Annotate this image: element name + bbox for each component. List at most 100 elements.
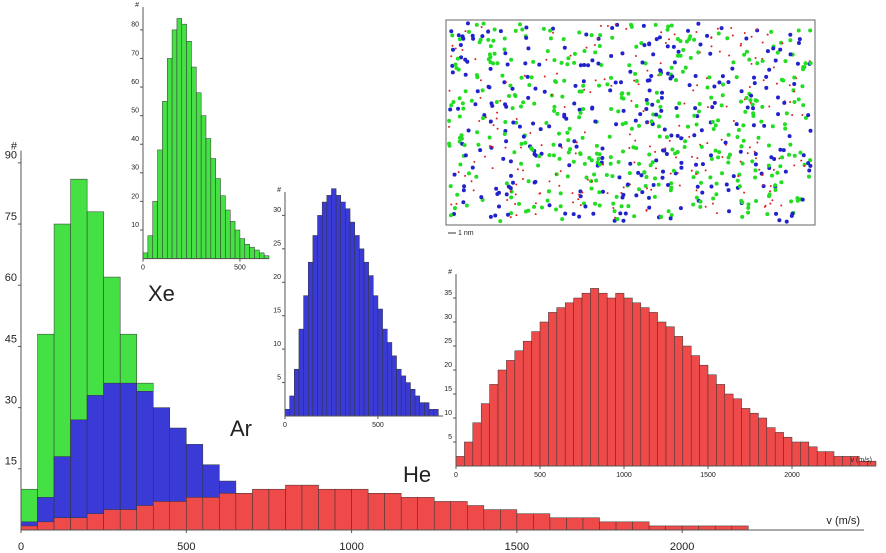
particle (691, 175, 696, 180)
particle (801, 153, 806, 158)
particle (748, 146, 751, 149)
particle (803, 61, 808, 66)
particle (448, 213, 453, 218)
y-tick-label: 10 (131, 222, 139, 229)
particle (578, 152, 583, 157)
particle (694, 162, 699, 167)
particle (661, 169, 666, 174)
particle (509, 173, 514, 178)
particle (450, 55, 453, 58)
particle (571, 192, 574, 195)
bar (783, 436, 793, 467)
particle (647, 42, 652, 47)
y-tick-label: 25 (444, 338, 452, 345)
particle (520, 27, 525, 32)
bar (312, 235, 318, 417)
particle (648, 163, 653, 168)
particle (737, 184, 742, 189)
particle (758, 168, 761, 171)
species-label: Ar (230, 416, 252, 441)
particle (656, 99, 661, 104)
particle (660, 175, 665, 180)
particle (766, 33, 769, 36)
particle (519, 161, 524, 166)
bar (254, 249, 260, 259)
particle (649, 73, 654, 78)
particle (600, 189, 605, 194)
particle (797, 37, 802, 42)
particle (475, 130, 480, 135)
particle (718, 50, 721, 53)
particle (761, 41, 764, 44)
particle (659, 214, 664, 219)
particle (647, 205, 652, 210)
bar (225, 209, 231, 259)
particle (582, 201, 587, 206)
x-tick-label: 500 (534, 472, 546, 479)
particle (709, 184, 714, 189)
bar (351, 488, 369, 531)
particle (486, 37, 491, 42)
bar (307, 261, 314, 417)
particle (514, 193, 517, 196)
bar (176, 18, 183, 259)
particle (764, 74, 769, 79)
particle (740, 42, 743, 45)
particle (666, 182, 671, 187)
particle (679, 136, 684, 141)
particle (554, 207, 559, 212)
particle (532, 180, 537, 185)
particle (769, 29, 774, 34)
particle (540, 144, 543, 147)
particle (721, 82, 726, 87)
particle (648, 145, 651, 148)
particle (634, 44, 639, 49)
particle (599, 24, 602, 27)
particle (600, 156, 605, 161)
particle (636, 170, 641, 175)
bar (731, 525, 749, 531)
bar (455, 456, 465, 467)
particle (560, 94, 565, 99)
y-axis-label: # (448, 269, 452, 276)
particle (790, 211, 795, 216)
particle (577, 107, 582, 112)
particle (579, 204, 582, 207)
particle (457, 96, 462, 101)
particle (793, 164, 796, 167)
particle (740, 200, 745, 205)
particle (766, 143, 771, 148)
particle (587, 155, 592, 160)
particle (498, 29, 503, 34)
particle (755, 61, 760, 66)
particle (461, 106, 466, 111)
particle (577, 30, 582, 35)
particle (547, 203, 552, 208)
particle (502, 80, 507, 85)
bar (219, 493, 237, 531)
particle (479, 195, 484, 200)
particle (795, 61, 800, 66)
particle (654, 37, 659, 42)
particle (593, 43, 596, 46)
particle (636, 187, 641, 192)
particle (696, 21, 701, 26)
particle (754, 157, 757, 160)
particle (543, 75, 546, 78)
particle (698, 199, 703, 204)
particle (488, 144, 491, 147)
particle (626, 91, 631, 96)
particle (645, 208, 648, 211)
particle (558, 184, 561, 187)
particle (516, 168, 519, 171)
particle (589, 158, 594, 163)
particle (744, 49, 749, 54)
particle (697, 101, 702, 106)
particle (599, 63, 604, 68)
particle (633, 71, 638, 76)
bar (749, 412, 759, 467)
bar (800, 441, 810, 467)
particle (488, 214, 493, 219)
particle (559, 60, 564, 65)
particle (760, 58, 765, 63)
